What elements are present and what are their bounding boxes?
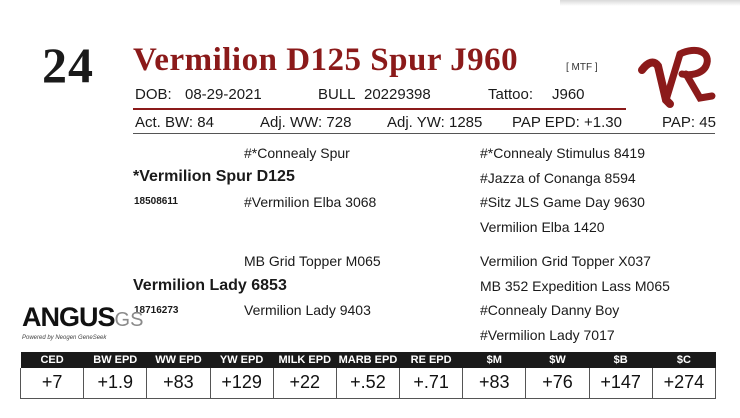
sire-sire-sire: #*Connealy Stimulus 8419 — [480, 145, 645, 161]
dam-registration: 18716273 — [134, 305, 179, 316]
epd-header-marb: MARB EPD — [336, 352, 400, 368]
epd-value-bw: +1.9 — [83, 368, 147, 399]
sire-dam: #Vermilion Elba 3068 — [244, 194, 377, 210]
pap-epd: PAP EPD: +1.30 — [512, 114, 622, 131]
epd-header-re: RE EPD — [399, 352, 463, 368]
actual-birth-weight: Act. BW: 84 — [135, 114, 214, 131]
epd-header-dollar-w: $W — [525, 352, 590, 368]
epd-value-dollar-b: +147 — [588, 368, 653, 399]
epd-header-dollar-m: $M — [462, 352, 526, 368]
epd-value-milk: +22 — [272, 368, 337, 399]
angus-gs-logo: ANGUSGS Powered by Neogen GeneSeek — [22, 302, 144, 342]
dam-dam-dam: #Vermilion Lady 7017 — [480, 327, 615, 343]
sire-sire: #*Connealy Spur — [244, 145, 350, 161]
logo-tagline: Powered by Neogen GeneSeek — [22, 335, 107, 341]
epd-header-milk: MILK EPD — [273, 352, 337, 368]
dam-dam: Vermilion Lady 9403 — [244, 302, 371, 318]
epd-header-bw: BW EPD — [83, 352, 147, 368]
dam-dam-sire: #Connealy Danny Boy — [480, 302, 620, 318]
dam-sire-sire: Vermilion Grid Topper X037 — [480, 253, 651, 269]
sire-sire-dam: #Jazza of Conanga 8594 — [480, 170, 636, 186]
adjusted-yearling-weight: Adj. YW: 1285 — [387, 114, 483, 131]
dam: Vermilion Lady 6853 — [133, 277, 287, 294]
epd-table: CED BW EPD WW EPD YW EPD MILK EPD MARB E… — [19, 352, 717, 399]
dam-sire: MB Grid Topper M065 — [244, 253, 381, 269]
epd-value-marb: +.52 — [335, 368, 400, 399]
logo-wordmark: ANGUS — [22, 302, 116, 332]
epd-header-yw: YW EPD — [210, 352, 274, 368]
registration-number: 20229398 — [364, 86, 431, 103]
tattoo-value: J960 — [552, 86, 585, 103]
epd-header-row: CED BW EPD WW EPD YW EPD MILK EPD MARB E… — [20, 352, 716, 368]
epd-value-row: +7 +1.9 +83 +129 +22 +.52 +.71 +83 +76 +… — [19, 368, 717, 399]
dob-label: DOB: — [135, 86, 172, 103]
dob-value: 08-29-2021 — [185, 86, 262, 103]
epd-value-dollar-c: +274 — [651, 368, 717, 399]
sire-dam-sire: #Sitz JLS Game Day 9630 — [480, 194, 645, 210]
dam-sire-dam: MB 352 Expedition Lass M065 — [480, 278, 670, 294]
sire: *Vermilion Spur D125 — [133, 168, 295, 185]
sex-label: BULL — [318, 86, 356, 103]
header-divider — [133, 108, 626, 110]
genetic-designations: [ MTF ] — [566, 62, 598, 73]
logo-suffix: GS — [114, 309, 144, 331]
epd-header-dollar-b: $B — [589, 352, 653, 368]
epd-value-re: +.71 — [399, 368, 463, 399]
sire-dam-dam: Vermilion Elba 1420 — [480, 219, 605, 235]
adjusted-weaning-weight: Adj. WW: 728 — [260, 114, 352, 131]
epd-header-ced: CED — [20, 352, 84, 368]
pap-score: PAP: 45 — [662, 114, 716, 131]
epd-value-dollar-m: +83 — [462, 368, 526, 399]
top-shadow — [560, 0, 740, 6]
epd-value-ced: +7 — [19, 368, 84, 399]
epd-header-dollar-c: $C — [652, 352, 716, 368]
epd-value-dollar-w: +76 — [525, 368, 590, 399]
lot-number: 24 — [42, 37, 94, 93]
sire-registration: 18508611 — [134, 196, 178, 207]
stats-divider — [133, 133, 715, 134]
tattoo-label: Tattoo: — [488, 86, 534, 103]
epd-value-ww: +83 — [146, 368, 211, 399]
epd-value-yw: +129 — [209, 368, 274, 399]
animal-name: Vermilion D125 Spur J960 — [133, 42, 519, 78]
epd-header-ww: WW EPD — [146, 352, 211, 368]
vr-brand-logo — [638, 47, 716, 108]
